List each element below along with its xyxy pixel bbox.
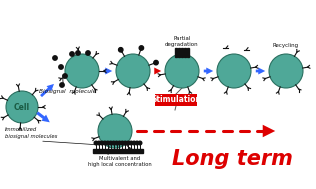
Circle shape (97, 141, 101, 145)
Circle shape (165, 54, 199, 88)
Text: Partial
degradation: Partial degradation (165, 36, 199, 47)
Circle shape (132, 141, 136, 145)
Circle shape (6, 91, 38, 123)
Circle shape (53, 56, 57, 60)
Circle shape (129, 141, 133, 145)
Circle shape (59, 65, 63, 69)
Bar (175, 48, 177, 57)
Circle shape (100, 141, 104, 145)
Text: Biosignal  molecule: Biosignal molecule (40, 75, 97, 94)
Text: Cell: Cell (14, 102, 30, 112)
Text: Multivalent and
high local concentration: Multivalent and high local concentration (88, 156, 152, 167)
Bar (184, 48, 186, 57)
Circle shape (126, 141, 130, 145)
Circle shape (121, 141, 124, 145)
Circle shape (139, 46, 143, 50)
Circle shape (138, 141, 142, 145)
Circle shape (76, 51, 80, 55)
Circle shape (116, 54, 150, 88)
Circle shape (65, 54, 99, 88)
Circle shape (63, 74, 67, 78)
Bar (93, 149, 143, 153)
Circle shape (124, 141, 127, 145)
Circle shape (154, 60, 158, 65)
Text: Stimulation: Stimulation (151, 95, 201, 105)
Circle shape (118, 48, 123, 52)
Circle shape (60, 83, 64, 87)
Bar (181, 48, 183, 57)
Text: Long term: Long term (172, 149, 292, 169)
Circle shape (86, 51, 90, 55)
Circle shape (112, 141, 115, 145)
Circle shape (103, 141, 106, 145)
Circle shape (106, 141, 110, 145)
Bar (178, 48, 180, 57)
FancyBboxPatch shape (155, 94, 197, 106)
Circle shape (118, 141, 121, 145)
Circle shape (98, 114, 132, 148)
Bar (187, 48, 189, 57)
Text: Immobilized
biosignal molecules: Immobilized biosignal molecules (5, 127, 58, 139)
Circle shape (94, 141, 98, 145)
Circle shape (269, 54, 303, 88)
Circle shape (70, 52, 74, 56)
Circle shape (109, 141, 112, 145)
Text: Recycling: Recycling (273, 43, 299, 48)
Circle shape (115, 141, 118, 145)
Circle shape (217, 54, 251, 88)
Circle shape (135, 141, 139, 145)
